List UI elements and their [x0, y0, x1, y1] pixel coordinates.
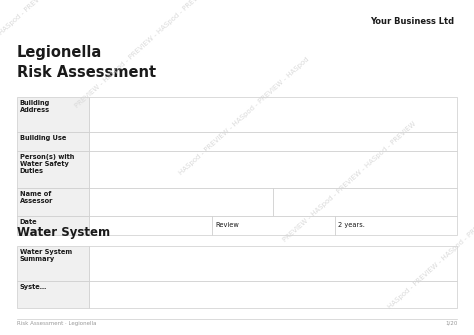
Bar [17, 151, 89, 188]
Text: Risk Assessment: Risk Assessment [17, 65, 156, 80]
Bar [212, 216, 335, 234]
Bar [273, 188, 457, 216]
Bar [89, 97, 457, 132]
Bar [89, 216, 212, 234]
Bar [17, 188, 89, 216]
Text: HASpod - PREVIEW - HASpod - PREVIEW - HASpod: HASpod - PREVIEW - HASpod - PREVIEW - HA… [387, 191, 474, 311]
Text: HASpod - PREVIEW - HASpod - PREVIEW - HASpod: HASpod - PREVIEW - HASpod - PREVIEW - HA… [178, 57, 310, 177]
Text: Date: Date [19, 219, 37, 225]
Bar [17, 216, 89, 234]
Text: Water System
Summary: Water System Summary [19, 249, 72, 262]
Bar [89, 151, 457, 188]
Text: Person(s) with
Water Safety
Duties: Person(s) with Water Safety Duties [19, 154, 74, 174]
Text: Review: Review [215, 222, 239, 228]
Text: PREVIEW - HASpod - PREVIEW - HASpod - PREVIEW: PREVIEW - HASpod - PREVIEW - HASpod - PR… [74, 0, 209, 110]
Bar [17, 246, 89, 281]
Text: Risk Assessment · Legionella: Risk Assessment · Legionella [17, 321, 96, 326]
Bar [89, 132, 457, 151]
Bar [89, 246, 457, 281]
Text: 1/20: 1/20 [445, 321, 457, 326]
Text: Your Business Ltd: Your Business Ltd [370, 17, 454, 26]
Text: Water System: Water System [17, 226, 109, 239]
Text: PREVIEW - HASpod - PREVIEW - HASpod - PREVIEW: PREVIEW - HASpod - PREVIEW - HASpod - PR… [283, 121, 418, 244]
Text: Building Use: Building Use [19, 135, 66, 141]
Bar [335, 216, 457, 234]
Text: Name of
Assessor: Name of Assessor [19, 191, 53, 204]
Bar [89, 281, 457, 308]
Text: Building
Address: Building Address [19, 100, 50, 113]
Bar [17, 97, 89, 132]
Text: 2 years.: 2 years. [337, 222, 365, 228]
Bar [89, 188, 273, 216]
Bar [17, 281, 89, 308]
Text: HASpod - PREVIEW - HASpod - PREVIEW: HASpod - PREVIEW - HASpod - PREVIEW [0, 0, 105, 36]
Text: Legionella: Legionella [17, 45, 102, 60]
Bar [17, 132, 89, 151]
Text: Syste…: Syste… [19, 284, 47, 290]
